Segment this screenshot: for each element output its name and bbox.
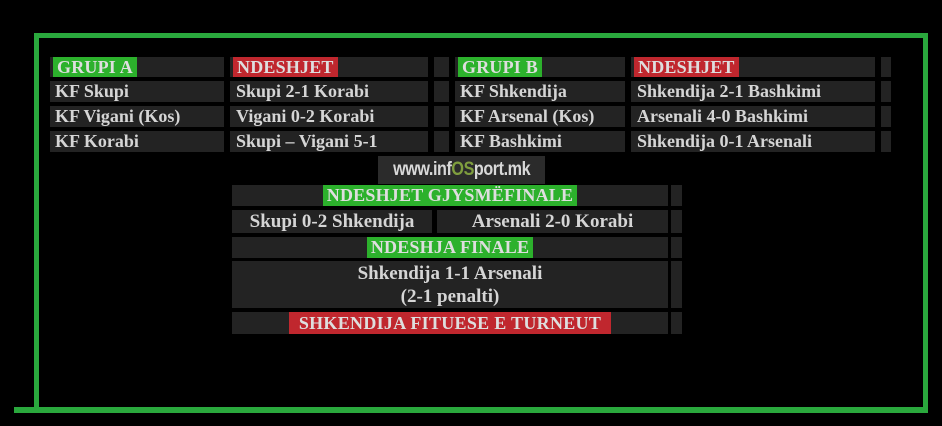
watermark-os: OS bbox=[451, 159, 474, 180]
final-score: Shkendija 1-1 Arsenali bbox=[357, 262, 543, 284]
team-cell: KF Skupi bbox=[50, 81, 224, 102]
group-a-matches-header: NDESHJET bbox=[233, 57, 338, 77]
spacer-cell bbox=[434, 57, 449, 77]
watermark: www.infOSport.mk bbox=[378, 156, 545, 184]
semifinal-result: Arsenali 2-0 Korabi bbox=[437, 210, 668, 233]
spacer-cell bbox=[671, 312, 682, 334]
semifinal-header: NDESHJET GJYSMËFINALE bbox=[322, 185, 578, 206]
semifinal-header-row: NDESHJET GJYSMËFINALE bbox=[232, 185, 668, 206]
final-result-cell: Shkendija 1-1 Arsenali (2-1 penalti) bbox=[232, 261, 668, 308]
team-cell: KF Vigani (Kos) bbox=[50, 106, 224, 127]
group-a-title-cell: GRUPI A bbox=[50, 57, 224, 77]
match-cell: Arsenali 4-0 Bashkimi bbox=[631, 106, 875, 127]
match-cell: Shkendija 2-1 Bashkimi bbox=[631, 81, 875, 102]
group-b-table: GRUPI B NDESHJET KF Shkendija Shkendija … bbox=[455, 57, 891, 152]
group-b-title: GRUPI B bbox=[458, 57, 542, 77]
green-frame-bottom bbox=[14, 407, 928, 413]
winner-banner: SHKENDIJA FITUESE E TURNEUT bbox=[288, 312, 612, 334]
match-cell: Shkendija 0-1 Arsenali bbox=[631, 131, 875, 152]
team-cell: KF Bashkimi bbox=[455, 131, 625, 152]
spacer-cell bbox=[671, 185, 682, 206]
team-cell: KF Shkendija bbox=[455, 81, 625, 102]
semifinal-results-row: Skupi 0-2 Shkendija Arsenali 2-0 Korabi bbox=[232, 210, 668, 233]
match-cell: Skupi – Vigani 5-1 bbox=[230, 131, 428, 152]
group-a-matches-header-cell: NDESHJET bbox=[230, 57, 428, 77]
semifinal-header-cell: NDESHJET GJYSMËFINALE bbox=[232, 185, 668, 206]
watermark-suffix: port.mk bbox=[473, 159, 531, 180]
group-b-matches-header: NDESHJET bbox=[634, 57, 739, 77]
penalties-note: (2-1 penalti) bbox=[400, 285, 500, 307]
spacer-cell bbox=[881, 131, 891, 152]
semifinal-result: Skupi 0-2 Shkendija bbox=[232, 210, 432, 233]
team-cell: KF Korabi bbox=[50, 131, 224, 152]
group-a-table: GRUPI A NDESHJET KF Skupi Skupi 2-1 Kora… bbox=[50, 57, 449, 152]
final-header: NDESHJA FINALE bbox=[366, 237, 534, 258]
spacer-cell bbox=[881, 57, 891, 77]
spacer-cell bbox=[671, 237, 682, 258]
spacer-cell bbox=[434, 81, 449, 102]
spacer-cell bbox=[671, 210, 682, 233]
spacer-cell bbox=[881, 81, 891, 102]
green-frame bbox=[34, 33, 928, 413]
match-cell: Skupi 2-1 Korabi bbox=[230, 81, 428, 102]
final-header-cell: NDESHJA FINALE bbox=[232, 237, 668, 258]
watermark-text: www.infOSport.mk bbox=[392, 159, 531, 181]
watermark-prefix: www.inf bbox=[392, 159, 452, 180]
spacer-cell bbox=[671, 261, 682, 308]
match-cell: Vigani 0-2 Korabi bbox=[230, 106, 428, 127]
team-cell: KF Arsenal (Kos) bbox=[455, 106, 625, 127]
winner-cell: SHKENDIJA FITUESE E TURNEUT bbox=[232, 312, 668, 334]
group-b-title-cell: GRUPI B bbox=[455, 57, 625, 77]
spacer-cell bbox=[434, 131, 449, 152]
group-a-title: GRUPI A bbox=[53, 57, 137, 77]
spacer-cell bbox=[881, 106, 891, 127]
final-result-row: Shkendija 1-1 Arsenali (2-1 penalti) bbox=[232, 261, 668, 308]
winner-row: SHKENDIJA FITUESE E TURNEUT bbox=[232, 312, 668, 334]
final-header-row: NDESHJA FINALE bbox=[232, 237, 668, 258]
group-b-matches-header-cell: NDESHJET bbox=[631, 57, 875, 77]
spacer-cell bbox=[434, 106, 449, 127]
